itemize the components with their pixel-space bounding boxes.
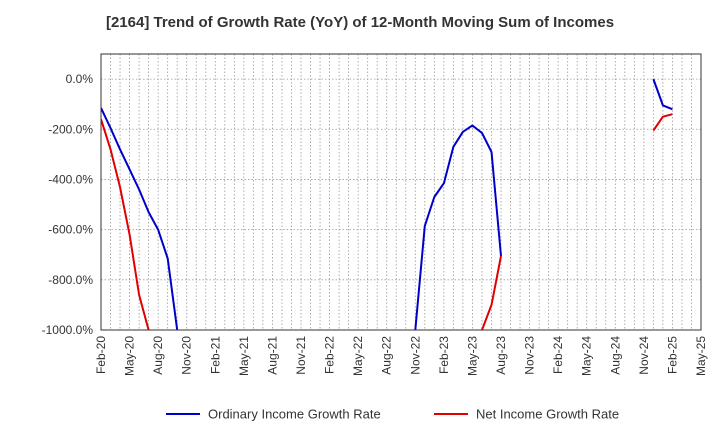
x-tick-label: Feb-21 [208, 336, 222, 374]
series-line-0 [101, 107, 179, 330]
series-line-0 [652, 78, 673, 111]
y-tick-label: -400.0% [48, 172, 93, 186]
series-line-1 [652, 113, 673, 132]
x-tick-label: Nov-24 [637, 336, 651, 375]
series-layer [101, 78, 673, 330]
x-tick-label: Aug-20 [151, 336, 165, 375]
x-tick-label: Aug-24 [608, 336, 622, 375]
grid-layer [101, 54, 701, 331]
x-tick-label: Feb-25 [665, 336, 679, 374]
series-line-1 [101, 118, 150, 330]
series-line-1 [481, 255, 502, 330]
y-tick-label: -1000.0% [42, 323, 94, 337]
legend-label-0: Ordinary Income Growth Rate [208, 407, 381, 422]
x-tick-label: Feb-24 [551, 336, 565, 374]
chart-title: [2164] Trend of Growth Rate (YoY) of 12-… [105, 14, 615, 31]
y-tick-label: -600.0% [48, 223, 93, 237]
series-line-0 [414, 124, 502, 330]
x-tick-label: Nov-22 [408, 336, 422, 375]
x-tick-label: Feb-23 [437, 336, 451, 374]
x-tick-label: May-24 [580, 336, 594, 376]
x-tick-label: Aug-23 [494, 336, 508, 375]
x-tick-label: May-25 [694, 336, 708, 376]
y-tick-label: -800.0% [48, 273, 93, 287]
y-tick-label: -200.0% [48, 122, 93, 136]
x-tick-label: Nov-20 [180, 336, 194, 375]
x-tick-label: Aug-22 [380, 336, 394, 375]
x-tick-label: May-22 [351, 336, 365, 376]
x-tick-label: Nov-23 [523, 336, 537, 375]
x-tick-label: Nov-21 [294, 336, 308, 375]
legend-label-1: Net Income Growth Rate [476, 407, 619, 422]
axis-layer: 0.0% -200.0% -400.0% -600.0% -800.0% -1000.0%… [42, 53, 708, 376]
y-tick-label: 0.0% [66, 72, 94, 86]
x-tick-label: Feb-22 [323, 336, 337, 374]
x-tick-label: May-21 [237, 336, 251, 376]
x-tick-label: Feb-20 [94, 336, 108, 374]
x-tick-label: May-20 [123, 336, 137, 376]
plot-frame [100, 53, 702, 331]
legend: Ordinary Income Growth Rate Net Income Gr… [166, 407, 619, 422]
x-tick-label: May-23 [465, 336, 479, 376]
x-tick-label: Aug-21 [265, 336, 279, 375]
